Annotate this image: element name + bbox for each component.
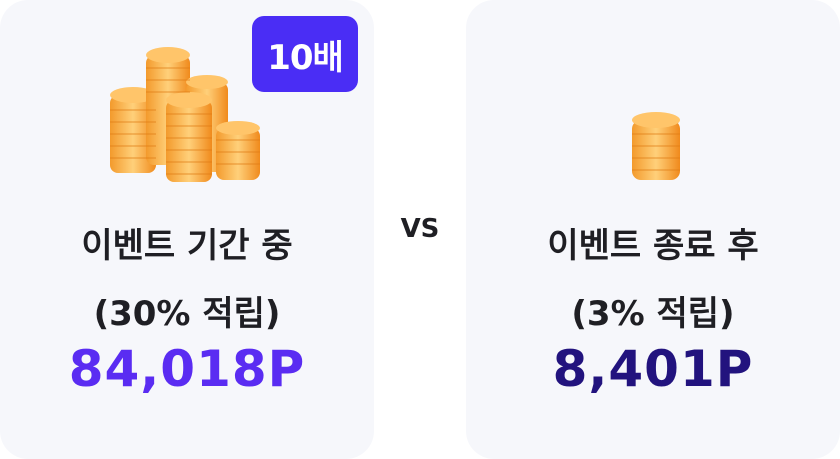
after-event-title: 이벤트 종료 후 [547,226,759,266]
event-period-points: 84,018P [68,340,306,398]
event-period-rate: (30% 적립) [93,294,281,334]
coin-stacks-icon [110,47,260,182]
after-event-points: 8,401P [552,340,754,398]
after-event-card: 이벤트 종료 후 (3% 적립) 8,401P [466,0,840,459]
coin-stack-icon [632,112,680,180]
vs-label: VS [400,214,440,244]
event-period-card: 10배 이벤트 기간 중 (30% 적립) 84,018P [0,0,374,459]
after-event-rate: (3% 적립) [571,294,735,334]
multiplier-badge: 10배 [252,16,358,92]
event-period-title: 이벤트 기간 중 [81,226,293,266]
